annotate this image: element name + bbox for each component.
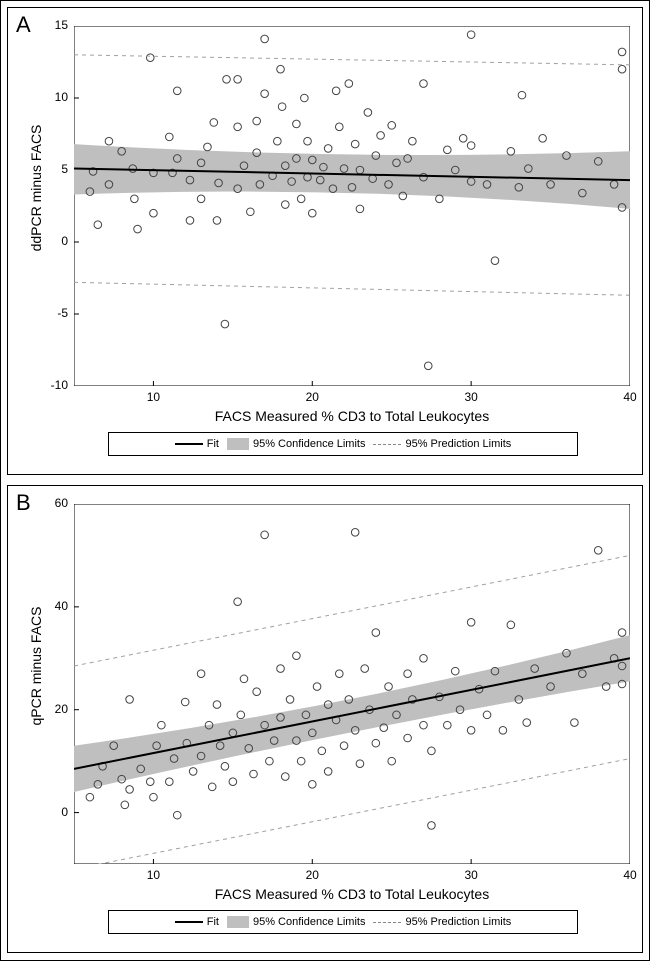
panel-b-legend: Fit 95% Confidence Limits 95% Prediction… [108,910,578,934]
legend-ci-label-b: 95% Confidence Limits [253,916,366,928]
legend-fit-b: Fit [175,916,219,928]
legend-pi-swatch-b [373,922,401,923]
panel-b-svg [74,504,630,864]
ytick-label: 5 [28,162,68,176]
xtick-label: 40 [618,390,642,404]
ytick-label: 60 [28,496,68,510]
ytick-label: 40 [28,599,68,613]
legend-fit: Fit [175,438,219,450]
legend-ci-swatch-b [227,916,249,928]
legend-ci-label: 95% Confidence Limits [253,438,366,450]
panel-a-legend: Fit 95% Confidence Limits 95% Prediction… [108,432,578,456]
panel-a-xlabel: FACS Measured % CD3 to Total Leukocytes [74,408,630,424]
xtick-label: 20 [300,390,324,404]
panel-a: A ddPCR minus FACS FACS Measured % CD3 t… [7,7,643,475]
panel-a-plot [74,26,630,386]
ytick-label: 0 [28,234,68,248]
legend-pi-swatch [373,444,401,445]
legend-pi-b: 95% Prediction Limits [373,916,511,928]
ytick-label: 10 [28,90,68,104]
legend-pi-label: 95% Prediction Limits [405,438,511,450]
legend-ci: 95% Confidence Limits [227,438,366,450]
ytick-label: 15 [28,18,68,32]
panel-a-svg [74,26,630,386]
xtick-label: 20 [300,868,324,882]
legend-fit-label: Fit [207,438,219,450]
legend-ci-swatch [227,438,249,450]
legend-pi-label-b: 95% Prediction Limits [405,916,511,928]
figure-container: A ddPCR minus FACS FACS Measured % CD3 t… [0,0,650,961]
legend-fit-swatch [175,443,203,445]
xtick-label: 30 [459,868,483,882]
legend-fit-label-b: Fit [207,916,219,928]
ytick-label: 0 [28,805,68,819]
legend-pi: 95% Prediction Limits [373,438,511,450]
legend-fit-swatch-b [175,921,203,923]
ytick-label: -5 [28,306,68,320]
xtick-label: 30 [459,390,483,404]
panel-b-plot [74,504,630,864]
panel-b-xlabel: FACS Measured % CD3 to Total Leukocytes [74,886,630,902]
panel-b: B qPCR minus FACS FACS Measured % CD3 to… [7,485,643,953]
xtick-label: 40 [618,868,642,882]
xtick-label: 10 [141,868,165,882]
legend-ci-b: 95% Confidence Limits [227,916,366,928]
xtick-label: 10 [141,390,165,404]
ytick-label: 20 [28,702,68,716]
ytick-label: -10 [28,378,68,392]
